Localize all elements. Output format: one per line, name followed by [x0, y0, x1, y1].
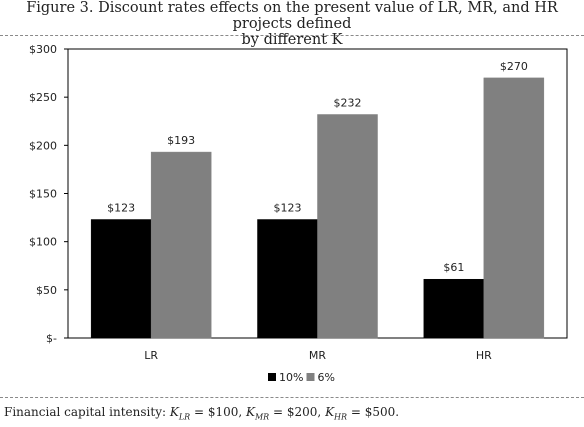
- figure-title: Figure 3. Discount rates effects on the …: [0, 0, 584, 48]
- data-label: $123: [274, 202, 302, 215]
- footnote-k-hr: K: [325, 405, 335, 419]
- footnote-sub-mr: MR: [254, 412, 270, 422]
- data-label: $123: [107, 202, 135, 215]
- footnote-sub-lr: LR: [178, 412, 191, 422]
- data-label: $61: [443, 261, 464, 274]
- bar-chart: $- $50 $100 $150 $200 $250 $300 $123 $193 LR $123 $…: [29, 43, 568, 384]
- y-tick-label: $100: [29, 236, 57, 249]
- bar-hr-6pct: [483, 77, 545, 339]
- footnote-value-hr: = $500.: [347, 405, 400, 419]
- legend-swatch: [268, 373, 276, 381]
- footnote-prefix: Financial capital intensity:: [4, 405, 170, 419]
- bottom-divider: [0, 397, 584, 398]
- bar-mr-6pct: [317, 114, 378, 339]
- y-tick-label: $250: [29, 91, 57, 104]
- bar-lr-10pct: [90, 219, 152, 339]
- y-tick-label: $-: [46, 332, 57, 345]
- x-tick-label: HR: [476, 349, 492, 362]
- y-tick-label: $200: [29, 139, 57, 152]
- y-tick-label: $150: [29, 188, 57, 201]
- footnote-k-lr: K: [169, 405, 179, 419]
- footnote-sub-hr: HR: [334, 412, 348, 422]
- bar-mr-10pct: [257, 219, 318, 339]
- x-tick-label: LR: [144, 349, 158, 362]
- footnote-k-mr: K: [246, 405, 255, 419]
- y-tick-label: $300: [29, 43, 57, 56]
- x-tick-label: MR: [309, 349, 326, 362]
- figure-title-line-2: by different K: [241, 32, 343, 48]
- bar-lr-6pct: [150, 151, 212, 339]
- data-label: $232: [334, 97, 362, 110]
- figure-title-line-1: Figure 3. Discount rates effects on the …: [26, 0, 558, 32]
- legend-swatch: [306, 373, 315, 381]
- legend-label: 10%: [279, 371, 303, 384]
- top-divider: [0, 35, 584, 36]
- legend-label: 6%: [318, 371, 335, 384]
- footnote: Financial capital intensity: KLR = $100,…: [4, 405, 399, 421]
- y-tick-label: $50: [36, 284, 57, 297]
- data-label: $270: [500, 60, 528, 73]
- footnote-value-lr: = $100,: [190, 405, 247, 419]
- data-label: $193: [167, 134, 195, 147]
- bar-hr-10pct: [423, 278, 485, 339]
- footnote-value-mr: = $200,: [269, 405, 326, 419]
